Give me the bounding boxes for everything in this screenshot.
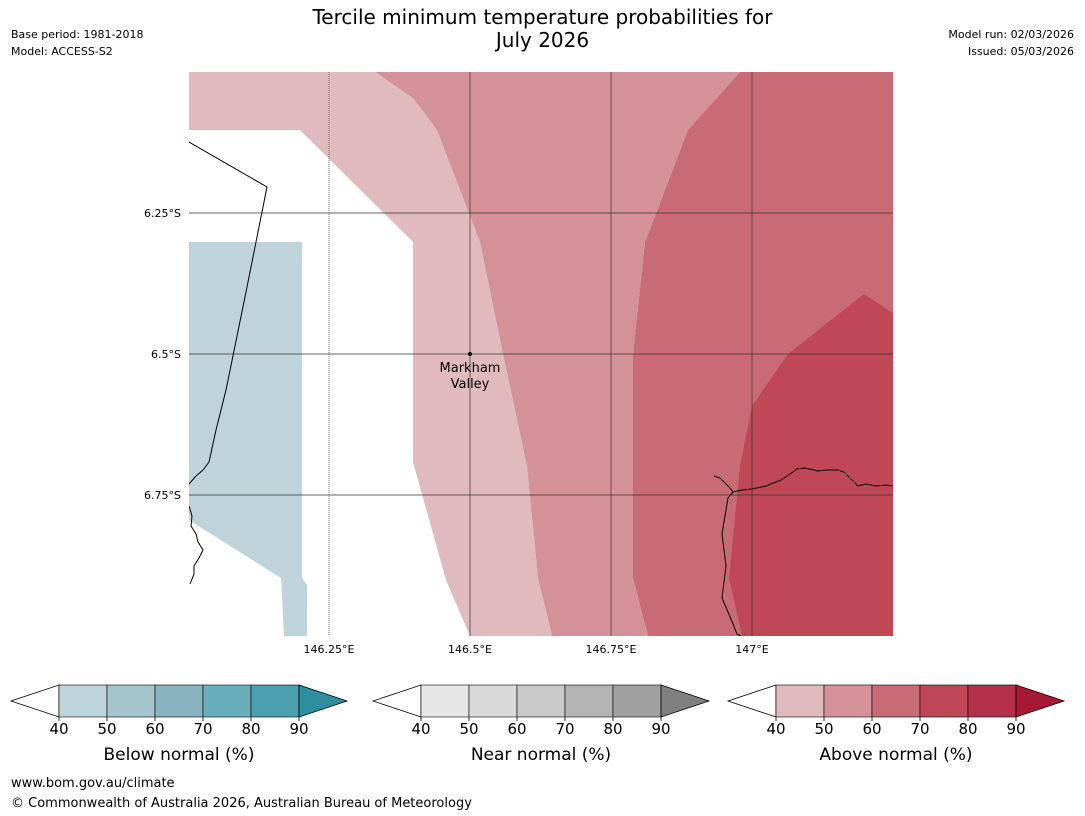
- colorbar-above-segment: [919, 684, 969, 718]
- footer-url[interactable]: www.bom.gov.au/climate: [11, 776, 175, 791]
- colorbar-above-tick-label: 40: [766, 720, 785, 738]
- colorbar-near-segment: [612, 684, 662, 718]
- colorbar-below-segment: [106, 684, 156, 718]
- below-normal-40-50-region: [189, 242, 307, 636]
- colorbar-near-segment: [420, 684, 470, 718]
- lat-label: 6.5°S: [151, 348, 181, 361]
- lon-label: 147°E: [735, 643, 768, 656]
- colorbar-label-below: Below normal (%): [103, 745, 255, 765]
- title-line-1: Tercile minimum temperature probabilitie…: [312, 5, 773, 29]
- lat-label: 6.25°S: [144, 207, 181, 220]
- coastline-west: [189, 141, 268, 485]
- colorbar-below-tick-label: 50: [97, 720, 116, 738]
- meta-left: Base period: 1981-2018 Model: ACCESS-S2: [11, 26, 143, 60]
- colorbar-below-segment: [202, 684, 252, 718]
- colorbar-near-tick-label: 70: [555, 720, 574, 738]
- footer-copyright: © Commonwealth of Australia 2026, Austra…: [11, 796, 472, 811]
- colorbar-below-tick-label: 40: [49, 720, 68, 738]
- coastline-east: [713, 467, 893, 493]
- model-name: Model: ACCESS-S2: [11, 45, 113, 58]
- colorbar-near-segment: [564, 684, 614, 718]
- location-label-line-1: Markham: [440, 361, 501, 376]
- above-normal-70-80-region: [729, 294, 893, 636]
- colorbar-near-segment: [468, 684, 518, 718]
- colorbar-above-tick-label: 90: [1006, 720, 1025, 738]
- colorbar-above-segment: [775, 684, 825, 718]
- lon-label: 146.5°E: [448, 643, 492, 656]
- colorbar-near-tick-label: 90: [651, 720, 670, 738]
- map-title: Tercile minimum temperature probabilitie…: [0, 6, 1085, 52]
- markham-valley-marker: [468, 352, 472, 356]
- footer: www.bom.gov.au/climate © Commonwealth of…: [11, 774, 472, 814]
- colorbar-below-tick-label: 70: [193, 720, 212, 738]
- colorbar-above-segment: [967, 684, 1017, 718]
- colorbar-label-near: Near normal (%): [470, 745, 612, 765]
- coastline-southwest: [189, 505, 204, 585]
- colorbar-above-tick-label: 80: [958, 720, 977, 738]
- colorbar-above-segment: [871, 684, 921, 718]
- colorbar-above-tick-label: 70: [910, 720, 929, 738]
- colorbar-near-tick-label: 40: [411, 720, 430, 738]
- colorbar-near-segment: [516, 684, 566, 718]
- colorbar-near-tick-label: 50: [459, 720, 478, 738]
- colorbar-below-tick-label: 60: [145, 720, 164, 738]
- colorbars: 40 50 60 70 80 90 40 50 60 70 80 90 40 50 60 70 80 90: [9, 684, 1066, 738]
- coastline-southeast: [721, 491, 742, 636]
- colorbar-below-segment: [58, 684, 108, 718]
- colorbar-below-segment: [154, 684, 204, 718]
- colorbar-near-tick-label: 80: [603, 720, 622, 738]
- location-label-line-2: Valley: [451, 377, 490, 392]
- colorbar-label-above: Above normal (%): [819, 745, 973, 765]
- lon-label: 146.75°E: [586, 643, 637, 656]
- colorbar-near-max-arrow: [660, 684, 711, 718]
- lat-label: 6.75°S: [144, 489, 181, 502]
- colorbar-below-segment: [250, 684, 300, 718]
- title-line-2: July 2026: [495, 28, 590, 52]
- lon-label: 146.25°E: [304, 643, 355, 656]
- colorbar-above-min-arrow: [726, 684, 777, 718]
- colorbar-below-max-arrow: [298, 684, 349, 718]
- colorbar-below-min-arrow: [9, 684, 60, 718]
- colorbar-above-segment: [823, 684, 873, 718]
- colorbar-below-tick-label: 90: [289, 720, 308, 738]
- colorbar-above-tick-label: 60: [862, 720, 881, 738]
- colorbar-near-min-arrow: [371, 684, 422, 718]
- meta-right: Model run: 02/03/2026 Issued: 05/03/2026: [948, 26, 1074, 60]
- colorbar-above-max-arrow: [1015, 684, 1066, 718]
- model-run: Model run: 02/03/2026: [948, 28, 1074, 41]
- map-plot-area: Markham Valley: [189, 72, 893, 636]
- colorbar-below-tick-label: 80: [241, 720, 260, 738]
- issued-date: Issued: 05/03/2026: [967, 45, 1074, 58]
- colorbar-near-tick-label: 60: [507, 720, 526, 738]
- colorbar-above-tick-label: 50: [814, 720, 833, 738]
- base-period: Base period: 1981-2018: [11, 28, 144, 41]
